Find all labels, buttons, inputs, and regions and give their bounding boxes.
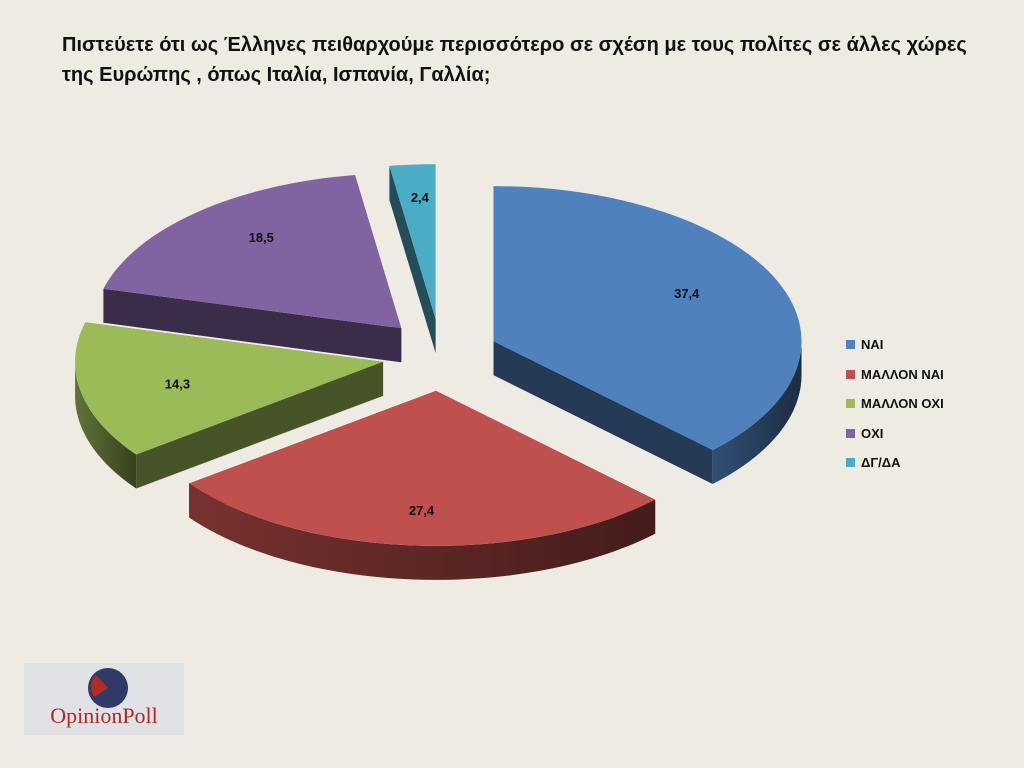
legend-label: ΝΑΙ: [861, 337, 884, 353]
legend-item-4: ΟΧΙ: [846, 419, 944, 449]
pie-slice-top: [493, 186, 802, 451]
data-label-1: 37,4: [674, 286, 700, 301]
pie-slice-rim: [712, 340, 802, 485]
legend-swatch: [846, 369, 855, 379]
legend-swatch: [846, 428, 855, 438]
data-label-4: 18,5: [249, 230, 274, 245]
logo-text: OpinionPoll: [50, 703, 158, 728]
legend-swatch: [846, 340, 855, 350]
chart-legend: ΝΑΙ ΜΑΛΛΟΝ ΝΑΙ ΜΑΛΛΟΝ ΟΧΙ ΟΧΙ ΔΓ/ΔΑ: [846, 330, 944, 478]
legend-item-5: ΔΓ/ΔΑ: [846, 448, 944, 478]
pie-slice-1: [493, 186, 802, 485]
pie-slice-2: [189, 390, 656, 580]
legend-item-2: ΜΑΛΛΟΝ ΝΑΙ: [846, 360, 944, 390]
pie-slice-3: [75, 322, 384, 489]
pie-slice-top: [189, 390, 656, 546]
data-label-5: 2,4: [411, 190, 430, 205]
data-label-3: 14,3: [165, 376, 190, 391]
pie-slice-wall: [493, 341, 713, 485]
legend-item-3: ΜΑΛΛΟΝ ΟΧΙ: [846, 389, 944, 419]
pie-slice-top: [389, 164, 436, 320]
pie-slice-rim: [189, 483, 656, 580]
chart-title-line-2: της Ευρώπης , όπως Ιταλία, Ισπανία, Γαλλ…: [62, 64, 491, 86]
pie-slice-top: [75, 322, 384, 455]
legend-label: ΟΧΙ: [861, 425, 884, 441]
pie-slice-wall: [389, 165, 436, 354]
legend-swatch: [846, 399, 855, 409]
pie-slice-wall: [136, 361, 384, 489]
legend-label: ΔΓ/ΔΑ: [861, 455, 901, 471]
pie-slice-4: [103, 175, 402, 363]
pie-slice-wall: [103, 288, 402, 363]
chart-title-line-1: Πιστεύετε ότι ως Έλληνες πειθαρχούμε περ…: [62, 34, 967, 56]
legend-item-1: ΝΑΙ: [846, 330, 944, 360]
pie-slice-5: [389, 164, 436, 354]
pie-slice-top: [103, 175, 402, 329]
legend-label: ΜΑΛΛΟΝ ΝΑΙ: [861, 366, 944, 382]
legend-label: ΜΑΛΛΟΝ ΟΧΙ: [861, 396, 944, 412]
logo-red-wedge: [91, 675, 108, 697]
chart-title: Πιστεύετε ότι ως Έλληνες πειθαρχούμε περ…: [62, 30, 982, 90]
logo-mark: [88, 668, 128, 708]
legend-swatch: [846, 458, 855, 468]
pie-slice-rim: [75, 359, 137, 489]
opinionpoll-logo: OpinionPoll: [24, 663, 184, 735]
data-label-2: 27,4: [409, 503, 435, 518]
